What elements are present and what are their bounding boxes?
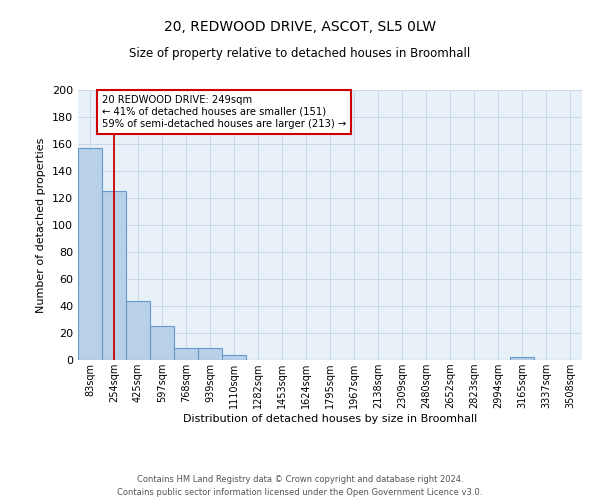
Bar	[174, 348, 198, 360]
Text: 20, REDWOOD DRIVE, ASCOT, SL5 0LW: 20, REDWOOD DRIVE, ASCOT, SL5 0LW	[164, 20, 436, 34]
Bar	[198, 348, 222, 360]
Text: Size of property relative to detached houses in Broomhall: Size of property relative to detached ho…	[130, 48, 470, 60]
Bar	[222, 354, 246, 360]
Bar	[78, 148, 102, 360]
Bar	[150, 326, 174, 360]
Text: Contains public sector information licensed under the Open Government Licence v3: Contains public sector information licen…	[118, 488, 482, 497]
Bar	[510, 358, 534, 360]
Text: Contains HM Land Registry data © Crown copyright and database right 2024.: Contains HM Land Registry data © Crown c…	[137, 476, 463, 484]
Bar	[126, 300, 150, 360]
Text: 20 REDWOOD DRIVE: 249sqm
← 41% of detached houses are smaller (151)
59% of semi-: 20 REDWOOD DRIVE: 249sqm ← 41% of detach…	[102, 96, 346, 128]
Bar	[102, 191, 126, 360]
X-axis label: Distribution of detached houses by size in Broomhall: Distribution of detached houses by size …	[183, 414, 477, 424]
Y-axis label: Number of detached properties: Number of detached properties	[37, 138, 46, 312]
